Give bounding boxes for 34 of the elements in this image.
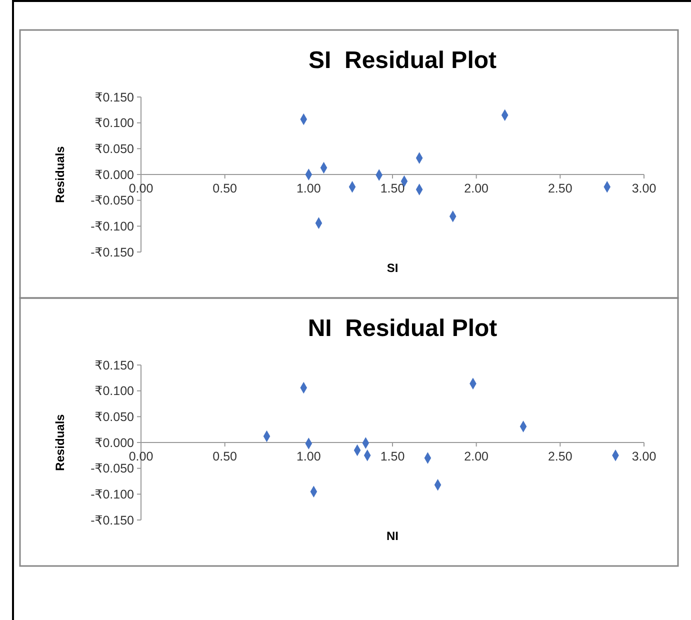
y-tick-label: ₹0.150 — [94, 358, 134, 372]
x-tick-label: 3.00 — [632, 450, 656, 464]
y-tick-label: -₹0.100 — [90, 220, 134, 234]
x-tick-label: 2.00 — [464, 182, 489, 196]
y-tick-label: -₹0.100 — [90, 488, 134, 502]
x-tick-label: 0.00 — [128, 182, 154, 196]
x-tick-label: 0.50 — [212, 182, 238, 196]
x-axis-title: NI — [386, 529, 398, 543]
x-tick-label: 1.00 — [296, 450, 321, 464]
x-tick-label: 1.50 — [380, 182, 405, 196]
chart-title: NI Residual Plot — [308, 315, 498, 342]
chart-title: SI Residual Plot — [308, 47, 497, 74]
x-tick-label: 2.50 — [548, 182, 572, 196]
x-tick-label: 1.00 — [296, 182, 321, 196]
y-tick-label: -₹0.050 — [90, 194, 134, 208]
y-tick-label: ₹0.000 — [94, 436, 134, 450]
x-tick-label: 0.00 — [128, 450, 154, 464]
y-tick-label: -₹0.150 — [90, 245, 134, 260]
y-tick-label: ₹0.150 — [94, 90, 134, 104]
x-axis-title: SI — [386, 261, 398, 275]
x-tick-label: 3.00 — [632, 182, 656, 196]
y-axis-title: Residuals — [53, 414, 67, 471]
y-tick-label: -₹0.150 — [90, 513, 134, 528]
x-tick-label: 1.50 — [380, 450, 405, 464]
y-tick-label: ₹0.050 — [94, 142, 134, 156]
x-tick-label: 2.50 — [548, 450, 572, 464]
y-tick-label: -₹0.050 — [90, 462, 134, 476]
y-tick-label: ₹0.000 — [94, 168, 134, 182]
y-tick-label: ₹0.100 — [94, 384, 134, 398]
x-tick-label: 2.00 — [464, 450, 489, 464]
y-axis-title: Residuals — [53, 146, 67, 203]
x-tick-label: 0.50 — [212, 450, 238, 464]
y-tick-label: ₹0.050 — [94, 410, 134, 424]
y-tick-label: ₹0.100 — [94, 116, 134, 130]
